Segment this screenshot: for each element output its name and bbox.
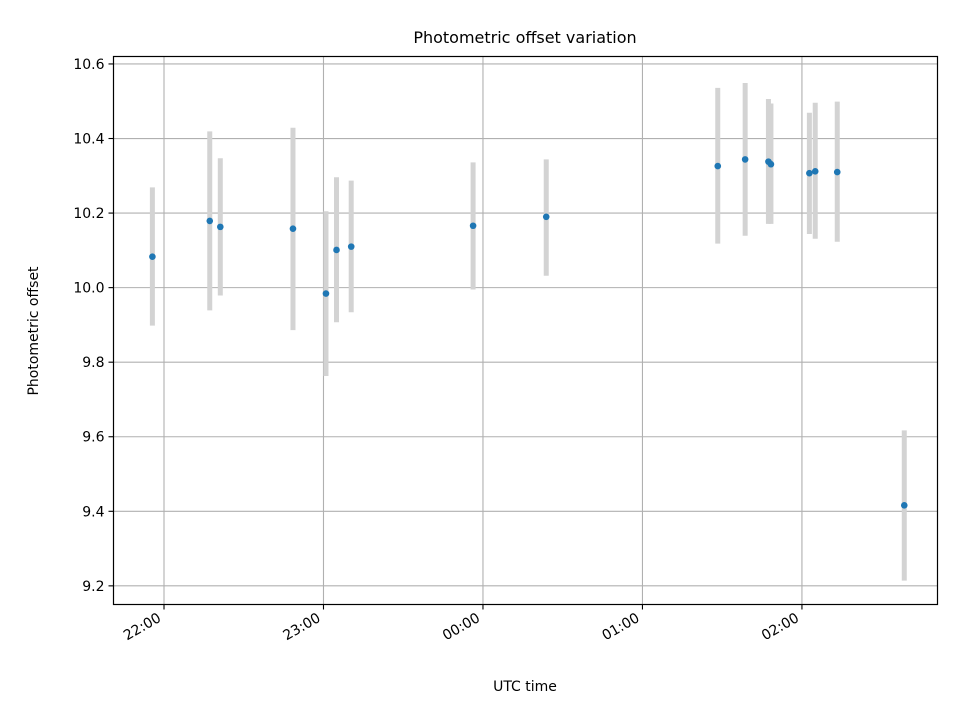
data-point: [811, 168, 819, 175]
y-tick-label: 10.0: [73, 281, 104, 297]
data-point: [217, 223, 224, 231]
y-axis-label: Photometric offset: [26, 266, 42, 396]
plot-frame: [112, 55, 939, 606]
data-point: [206, 217, 214, 225]
data-point: [900, 502, 908, 509]
data-point: [347, 243, 355, 250]
data-point: [542, 213, 550, 221]
data-point: [806, 169, 813, 177]
chart-title: Photometric offset variation: [413, 28, 636, 47]
y-tick-label: 9.2: [82, 579, 104, 595]
data-point: [833, 168, 841, 176]
y-tick-label: 9.8: [82, 355, 104, 371]
data-point: [333, 246, 340, 254]
y-tick-label: 10.6: [73, 57, 104, 73]
x-axis-label: UTC time: [493, 679, 557, 695]
data-point: [767, 160, 775, 168]
data-point: [714, 162, 722, 170]
y-tick-label: 9.4: [82, 504, 104, 520]
y-axis-ticks: 9.2 9.4 9.6 9.8 10.0 10.2 10.4 10.6: [73, 57, 114, 595]
data-point: [149, 253, 156, 260]
data-point: [322, 290, 330, 297]
data-point: [289, 225, 297, 233]
y-tick-label: 10.4: [73, 132, 104, 148]
data-point: [469, 222, 477, 230]
data-point: [741, 156, 749, 163]
y-tick-label: 9.6: [82, 430, 104, 446]
y-tick-label: 10.2: [73, 206, 104, 222]
data-points: [149, 156, 908, 509]
